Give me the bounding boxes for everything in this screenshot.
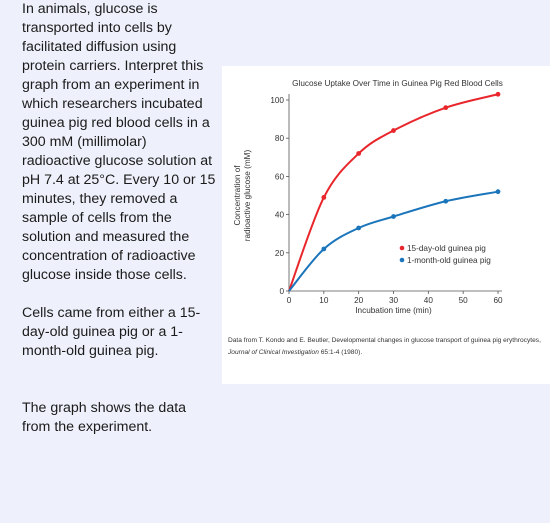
data-point-0	[356, 151, 362, 156]
data-credit: Data from T. Kondo and E. Beutler, Devel…	[228, 335, 546, 359]
x-tick-label: 10	[319, 296, 329, 305]
data-point-1	[356, 225, 362, 231]
y-axis-label-line: Concentration of	[233, 165, 242, 226]
question-sources: Cells came from either a 15-day-old guin…	[22, 305, 201, 359]
x-tick-label: 50	[459, 296, 469, 305]
y-tick-label: 20	[275, 249, 285, 258]
y-tick-label: 0	[279, 287, 284, 296]
credit-suffix: 65:1-4 (1980).	[318, 349, 363, 356]
data-point-0	[495, 91, 501, 97]
legend-marker-1	[399, 257, 405, 263]
credit-prefix: Data from T. Kondo and E. Beutler, Devel…	[228, 337, 541, 344]
credit-journal: Journal of Clinical Investigation	[228, 349, 319, 356]
y-tick-label: 80	[275, 134, 285, 143]
legend-label-1: 1-month-old guinea pig	[407, 256, 491, 265]
x-tick-label: 30	[389, 296, 399, 305]
chart-title: Glucose Uptake Over Time in Guinea Pig R…	[292, 79, 503, 88]
data-point-1	[443, 198, 449, 204]
figure-panel: Glucose Uptake Over Time in Guinea Pig R…	[222, 66, 550, 384]
x-axis-label: Incubation time (min)	[355, 306, 432, 315]
series-line-1	[288, 190, 499, 292]
x-tick-label: 20	[354, 296, 364, 305]
legend-marker-0	[399, 245, 405, 251]
data-point-1	[495, 189, 501, 195]
question-graph-note: The graph shows the data from the experi…	[22, 400, 187, 435]
y-tick-label: 60	[275, 172, 285, 181]
y-tick-label: 100	[270, 96, 284, 105]
legend-label-0: 15-day-old guinea pig	[407, 244, 486, 253]
data-point-0	[391, 128, 396, 133]
y-tick-label: 40	[275, 211, 285, 220]
data-point-1	[321, 246, 327, 252]
x-tick-label: 60	[493, 296, 503, 305]
glucose-uptake-chart: Glucose Uptake Over Time in Guinea Pig R…	[233, 79, 503, 315]
data-point-0	[321, 195, 327, 200]
question-intro: In animals, glucose is transported into …	[22, 1, 216, 283]
question-text: In animals, glucose is transported into …	[22, 0, 218, 437]
data-point-1	[391, 214, 396, 219]
x-tick-label: 0	[287, 296, 292, 305]
x-tick-label: 40	[424, 296, 434, 305]
data-point-0	[443, 105, 449, 111]
y-axis-label-line: radioactive glucose (mM)	[243, 150, 252, 242]
